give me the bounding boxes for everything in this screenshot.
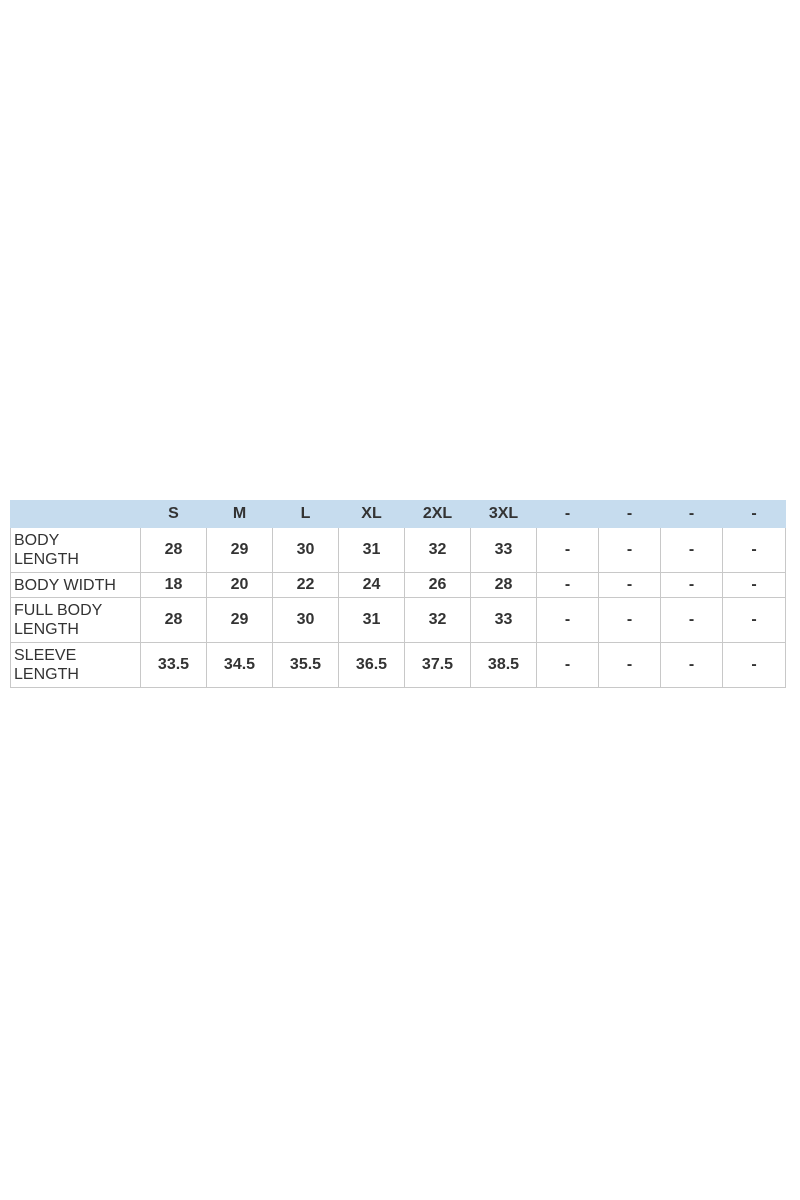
- value-cell: -: [536, 597, 599, 643]
- value-cell: 33.5: [140, 642, 207, 688]
- value-cell: -: [598, 572, 661, 598]
- value-cell: 29: [206, 597, 273, 643]
- header-cell: -: [536, 500, 599, 528]
- header-row: S M L XL 2XL 3XL - - - -: [10, 500, 786, 528]
- row-label-cell: BODY LENGTH: [10, 527, 141, 573]
- value-cell: 24: [338, 572, 405, 598]
- value-cell: 31: [338, 527, 405, 573]
- row-label: BODY WIDTH: [14, 576, 116, 594]
- table-row: FULL BODY LENGTH 28 29 30 31 32 33- - - -: [10, 597, 786, 643]
- value-cell: -: [536, 572, 599, 598]
- header-cell: -: [660, 500, 723, 528]
- value-cell: 30: [272, 527, 339, 573]
- value-cell: 37.5: [404, 642, 471, 688]
- header-cell: 2XL: [404, 500, 471, 528]
- value-cell: -: [598, 642, 661, 688]
- corner-cell: [10, 500, 141, 528]
- value-cell: 29: [206, 527, 273, 573]
- value-cell: -: [598, 597, 661, 643]
- value-cell: 33: [470, 597, 537, 643]
- value-cell: 28: [470, 572, 537, 598]
- value-cell: 30: [272, 597, 339, 643]
- value-cell: -: [536, 527, 599, 573]
- header-cell: M: [206, 500, 273, 528]
- table-row: SLEEVE LENGTH 33.5 34.5 35.5 36.5 37.5 38.5- - -…: [10, 642, 786, 688]
- value-cell: 32: [404, 527, 471, 573]
- value-cell: 31: [338, 597, 405, 643]
- value-cell: -: [722, 527, 786, 573]
- value-cell: -: [660, 597, 723, 643]
- row-label: BODY LENGTH: [14, 532, 79, 568]
- header-cell: S: [140, 500, 207, 528]
- row-label: SLEEVE LENGTH: [14, 647, 79, 683]
- value-cell: -: [660, 572, 723, 598]
- value-cell: 20: [206, 572, 273, 598]
- row-label: FULL BODY LENGTH: [14, 602, 103, 638]
- table-row: BODY WIDTH 18 20 22 24 26 28- - - -: [10, 572, 786, 598]
- header-cell: L: [272, 500, 339, 528]
- value-cell: 18: [140, 572, 207, 598]
- value-cell: -: [722, 642, 786, 688]
- value-cell: -: [660, 642, 723, 688]
- header-cell: 3XL: [470, 500, 537, 528]
- row-label-cell: SLEEVE LENGTH: [10, 642, 141, 688]
- value-cell: 22: [272, 572, 339, 598]
- header-cell: XL: [338, 500, 405, 528]
- header-cell: -: [722, 500, 786, 528]
- value-cell: 28: [140, 527, 207, 573]
- value-cell: 26: [404, 572, 471, 598]
- value-cell: 33: [470, 527, 537, 573]
- value-cell: 28: [140, 597, 207, 643]
- header-cell: -: [598, 500, 661, 528]
- table-row: BODY LENGTH 28 29 30 31 32 33- - - -: [10, 527, 786, 573]
- value-cell: -: [536, 642, 599, 688]
- row-label-cell: FULL BODY LENGTH: [10, 597, 141, 643]
- value-cell: 32: [404, 597, 471, 643]
- value-cell: 38.5: [470, 642, 537, 688]
- value-cell: -: [598, 527, 661, 573]
- row-label-cell: BODY WIDTH: [10, 572, 141, 598]
- value-cell: 36.5: [338, 642, 405, 688]
- value-cell: 35.5: [272, 642, 339, 688]
- value-cell: -: [722, 597, 786, 643]
- table-body: BODY LENGTH 28 29 30 31 32 33- - - - BODY WIDTH 18 2…: [10, 527, 786, 688]
- value-cell: 34.5: [206, 642, 273, 688]
- value-cell: -: [722, 572, 786, 598]
- value-cell: -: [660, 527, 723, 573]
- size-chart: S M L XL 2XL 3XL - - - - BODY LENGTH 28 29 30 31 32 33-…: [10, 500, 786, 688]
